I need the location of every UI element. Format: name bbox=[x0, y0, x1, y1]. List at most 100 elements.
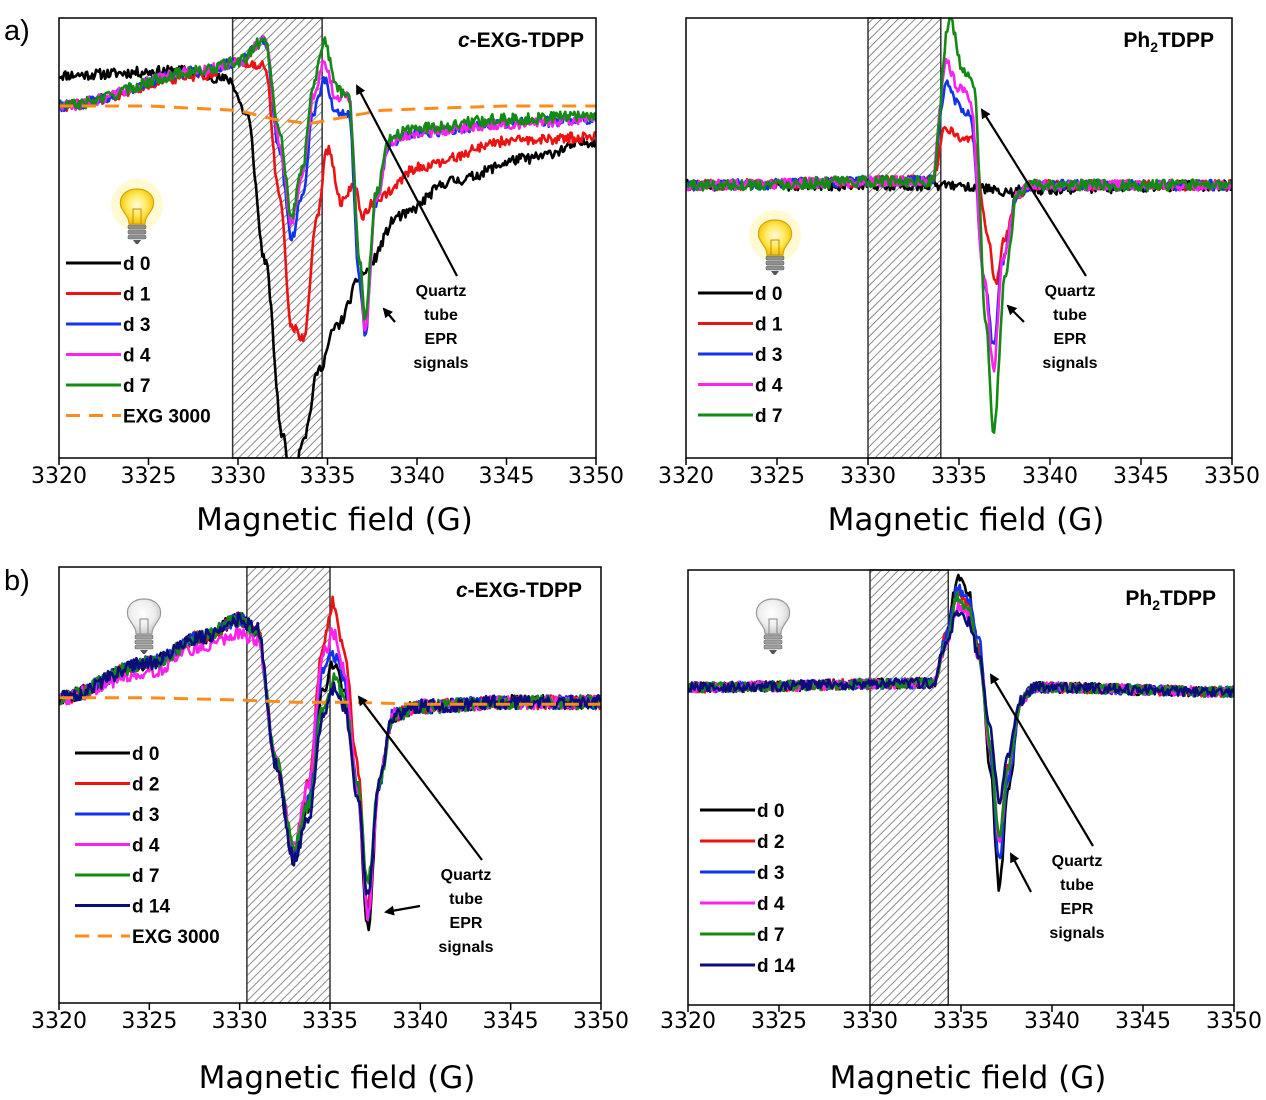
annotation-arrow-2 bbox=[384, 904, 421, 916]
annotation-text: EPR bbox=[1054, 331, 1087, 348]
series-line-exg-3000 bbox=[59, 696, 601, 706]
legend-label: d 1 bbox=[123, 285, 151, 306]
bulb-tip bbox=[769, 650, 777, 654]
legend-label: d 2 bbox=[757, 832, 784, 853]
x-axis-title: Magnetic field (G) bbox=[828, 502, 1105, 538]
annotation-quartz-tube: Quartz tube EPR signals bbox=[980, 108, 1098, 372]
x-tick-label: 3325 bbox=[751, 1009, 807, 1034]
panel-label-b: b) bbox=[4, 565, 30, 597]
legend-label: d 3 bbox=[757, 863, 784, 884]
chart-title-rest: -EXG-TDPP bbox=[468, 579, 582, 602]
x-tick-label: 3335 bbox=[300, 464, 356, 489]
hatched-region bbox=[869, 569, 950, 1006]
annotation-quartz-tube: Quartz tube EPR signals bbox=[357, 695, 494, 956]
annotation-text: EPR bbox=[425, 331, 458, 348]
bulb-tip bbox=[140, 650, 148, 654]
series-line-d-7 bbox=[59, 36, 596, 321]
bulb-base-ring bbox=[765, 260, 785, 266]
chart-title: Ph2TDPP bbox=[1125, 587, 1216, 613]
legend-label: d 0 bbox=[757, 801, 784, 822]
bulb-base-ring bbox=[134, 634, 154, 640]
series-line-d-14 bbox=[59, 611, 601, 896]
bulb-filament bbox=[770, 239, 780, 255]
legend-label: d 7 bbox=[132, 866, 159, 887]
series-lines bbox=[686, 18, 1232, 434]
bulb-filament bbox=[132, 208, 142, 224]
bulb-glass bbox=[127, 598, 161, 635]
chart-title-rest: TDPP bbox=[1160, 587, 1216, 610]
chart-b-cexg-tdpp: 3320 3325 3330 3335 3340 3345 3350 Magnetic fie… bbox=[31, 566, 629, 1096]
series-line-d-1 bbox=[59, 57, 596, 343]
bulb-base-ring bbox=[763, 644, 783, 650]
chart-title-subscript: 2 bbox=[1152, 597, 1160, 613]
bulb-base-ring bbox=[127, 234, 147, 240]
legend-label: d 4 bbox=[755, 376, 783, 397]
x-tick-label: 3325 bbox=[749, 464, 805, 489]
annotation-quartz-tube: Quartz tube EPR signals bbox=[356, 84, 469, 372]
legend-label: d 7 bbox=[123, 376, 150, 397]
x-tick-label: 3320 bbox=[660, 1009, 716, 1034]
chart-title-main: Ph bbox=[1125, 587, 1152, 610]
legend-label: d 1 bbox=[755, 315, 783, 336]
chart-title-rest: -EXG-TDPP bbox=[470, 29, 584, 52]
lightbulb-icon bbox=[749, 210, 801, 275]
lightbulb-icon bbox=[756, 598, 790, 654]
chart-title-italic: c bbox=[456, 579, 468, 602]
annotation-text: signals bbox=[438, 939, 493, 956]
legend-label: d 3 bbox=[123, 315, 150, 336]
annotation-text: EPR bbox=[450, 915, 483, 932]
legend-label: d 3 bbox=[132, 805, 159, 826]
bulb-tip bbox=[133, 240, 141, 244]
chart-a-cexg-tdpp: 3320 3325 3330 3335 3340 3345 3350 Magnetic fie… bbox=[31, 17, 624, 538]
x-tick-label: 3345 bbox=[483, 1009, 539, 1034]
legend-label: EXG 3000 bbox=[123, 407, 211, 428]
bulb-glass bbox=[758, 219, 792, 256]
annotation-arrow-1 bbox=[356, 84, 458, 277]
annotation-arrow-2 bbox=[1010, 852, 1032, 893]
annotation-text: Quartz bbox=[1045, 283, 1096, 300]
annotation-arrow-1 bbox=[980, 108, 1087, 277]
bulb-filament bbox=[768, 618, 778, 634]
legend: d 0 d 2 d 3 d 4 d 7 d 14 bbox=[700, 801, 795, 977]
annotation-quartz-tube: Quartz tube EPR signals bbox=[989, 673, 1105, 942]
x-tick-label: 3335 bbox=[302, 1009, 358, 1034]
annotation-arrow-2 bbox=[1006, 304, 1025, 323]
x-axis-title: Magnetic field (G) bbox=[199, 1060, 476, 1096]
x-tick-label: 3350 bbox=[573, 1009, 629, 1034]
x-tick-label: 3340 bbox=[389, 464, 445, 489]
chart-title: c-EXG-TDPP bbox=[456, 579, 582, 602]
legend: d 0 d 2 d 3 d 4 d 7 d 14 EXG 3000 bbox=[75, 744, 220, 948]
annotation-text: signals bbox=[413, 355, 468, 372]
x-axis-title: Magnetic field (G) bbox=[196, 502, 473, 538]
x-tick-label: 3330 bbox=[842, 1009, 898, 1034]
annotation-arrow-1 bbox=[989, 673, 1094, 847]
annotation-text: Quartz bbox=[416, 283, 467, 300]
annotation-text: signals bbox=[1049, 925, 1104, 942]
chart-title: Ph2TDPP bbox=[1123, 29, 1214, 55]
legend-label: d 4 bbox=[123, 346, 151, 367]
chart-title-rest: TDPP bbox=[1158, 29, 1214, 52]
x-tick-label: 3340 bbox=[392, 1009, 448, 1034]
legend-label: d 14 bbox=[132, 897, 170, 918]
x-tick-label: 3345 bbox=[479, 464, 535, 489]
annotation-text: tube bbox=[449, 891, 483, 908]
series-lines bbox=[59, 35, 596, 458]
x-tick-label: 3345 bbox=[1115, 1009, 1171, 1034]
annotation-arrow-1 bbox=[357, 695, 483, 861]
x-tick-label: 3320 bbox=[31, 464, 87, 489]
bulb-base-ring bbox=[127, 224, 147, 230]
x-tick-label: 3350 bbox=[1204, 464, 1260, 489]
legend-label: d 14 bbox=[757, 956, 795, 977]
annotation-arrow-2 bbox=[382, 307, 396, 323]
hatched-region bbox=[867, 17, 942, 459]
x-tick-label: 3335 bbox=[931, 464, 987, 489]
lightbulb-icon bbox=[111, 179, 163, 244]
bulb-base-ring bbox=[765, 265, 785, 271]
series-line-d-7 bbox=[686, 18, 1232, 434]
bulb-glass bbox=[120, 188, 154, 225]
bulb-base-ring bbox=[765, 255, 785, 261]
x-tick-label: 3325 bbox=[121, 464, 177, 489]
x-tick-label: 3350 bbox=[568, 464, 624, 489]
annotation-text: tube bbox=[1053, 307, 1087, 324]
